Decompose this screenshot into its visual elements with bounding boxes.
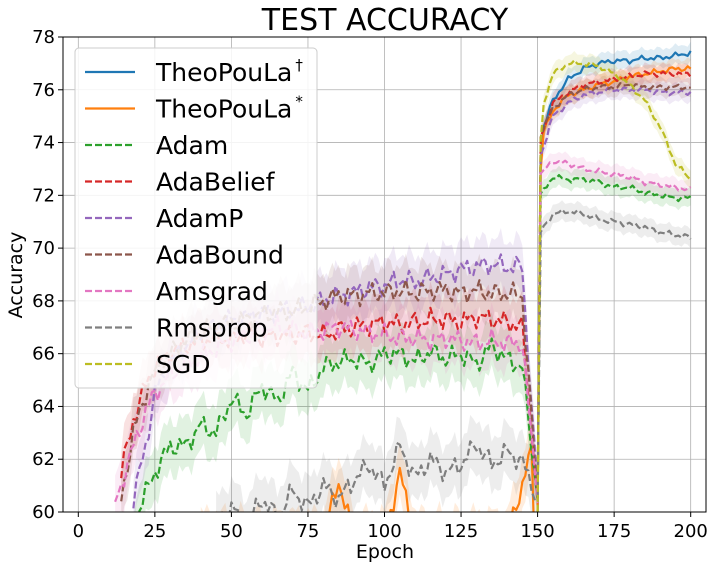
- series-line-rmsprop-7: [221, 208, 692, 512]
- x-tick-label: 50: [220, 521, 243, 542]
- y-tick-label: 68: [32, 291, 55, 312]
- y-tick-label: 76: [32, 80, 55, 101]
- y-tick-label: 64: [32, 396, 55, 417]
- legend-label-7: Rmsprop: [156, 314, 268, 343]
- band-adam-2: [134, 165, 691, 512]
- y-tick-label: 70: [32, 238, 55, 259]
- x-axis-ticks: 0 25 50 75 100 125 150 175 200: [73, 512, 708, 542]
- legend-label-5: AdaBound: [156, 241, 284, 270]
- x-tick-label: 200: [674, 521, 708, 542]
- y-tick-label: 62: [32, 449, 55, 470]
- y-tick-label: 66: [32, 344, 55, 365]
- legend-label-3: AdaBelief: [156, 168, 276, 197]
- y-tick-label: 60: [32, 502, 55, 523]
- legend-label-6: Amsgrad: [156, 277, 268, 306]
- series-line-theopoula-0: [536, 50, 692, 512]
- band-adabound-5: [121, 73, 691, 512]
- legend-label-8: SGD: [156, 350, 211, 379]
- series-line-theopoula-1: [328, 65, 692, 512]
- legend-label-1: TheoPouLa *: [155, 93, 303, 124]
- y-tick-label: 78: [32, 27, 55, 48]
- x-tick-label: 150: [520, 521, 554, 542]
- series-line-adam-2: [138, 174, 692, 512]
- band-rmsprop-7: [216, 200, 691, 512]
- y-axis-ticks: 60 62 64 66 68 70 72 74 76 78: [32, 27, 63, 523]
- x-tick-label: 125: [444, 521, 478, 542]
- x-tick-label: 0: [73, 521, 84, 542]
- y-tick-label: 72: [32, 185, 55, 206]
- x-tick-label: 175: [597, 521, 631, 542]
- series-line-sgd-8: [536, 59, 692, 512]
- x-tick-label: 75: [296, 521, 319, 542]
- x-axis-label: Epoch: [356, 541, 414, 563]
- y-axis-label: Accuracy: [5, 232, 27, 319]
- x-tick-label: 25: [143, 521, 166, 542]
- x-tick-label: 100: [367, 521, 401, 542]
- legend-label-2: Adam: [156, 131, 228, 160]
- legend-label-4: AdamP: [156, 204, 243, 233]
- legend: TheoPouLa † TheoPouLa * Adam AdaBelief AdamP Ad…: [74, 47, 318, 389]
- legend-box: [74, 47, 318, 389]
- y-tick-label: 74: [32, 133, 55, 154]
- legend-label-0: TheoPouLa †: [155, 56, 303, 87]
- chart-title: TEST ACCURACY: [261, 3, 509, 38]
